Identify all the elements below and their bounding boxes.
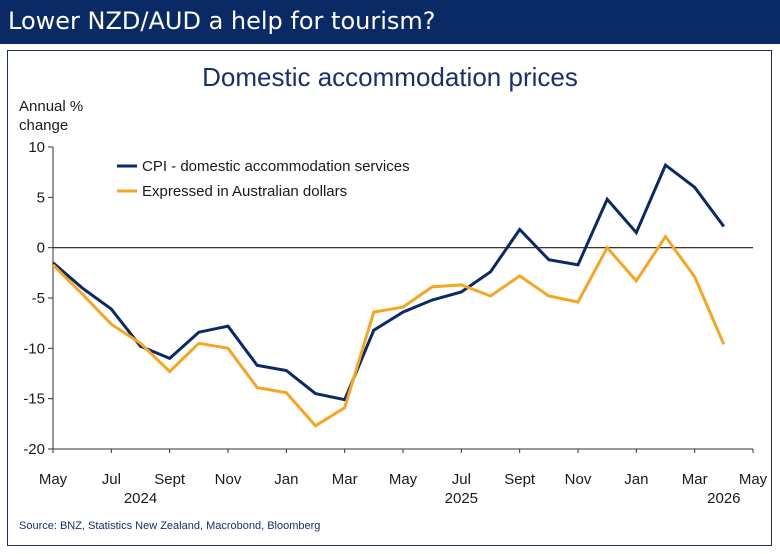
x-tick-label: Sept	[154, 471, 186, 488]
x-year-label: 2025	[445, 490, 478, 507]
y-tick-label: -20	[23, 441, 45, 458]
x-tick-label: May	[39, 471, 68, 488]
x-tick-label: Mar	[332, 471, 358, 488]
chart-title: Domestic accommodation prices	[202, 62, 578, 92]
y-axis-label-line2: change	[19, 117, 68, 134]
x-tick-label: Nov	[565, 471, 592, 488]
x-tick-label: May	[739, 471, 768, 488]
y-tick-label: -5	[32, 290, 45, 307]
x-year-label: 2024	[124, 490, 157, 507]
x-tick-label: May	[389, 471, 418, 488]
legend-label-1: CPI - domestic accommodation services	[142, 158, 410, 175]
y-axis-label-line1: Annual %	[19, 98, 83, 115]
x-tick-label: Nov	[215, 471, 242, 488]
header-title: Lower NZD/AUD a help for tourism?	[8, 7, 436, 35]
series-line-2	[51, 233, 726, 428]
series-line-1	[52, 162, 726, 402]
y-tick-label: -15	[23, 391, 45, 408]
x-tick-label: Sept	[504, 471, 536, 488]
source-note: Source: BNZ, Statistics New Zealand, Mac…	[19, 520, 320, 532]
x-tick-label: Jul	[102, 471, 121, 488]
chart-frame	[7, 50, 772, 546]
y-tick-label: 10	[28, 139, 45, 156]
y-tick-label: -10	[23, 340, 45, 357]
x-tick-label: Jul	[452, 471, 471, 488]
header-banner: Lower NZD/AUD a help for tourism?	[0, 0, 780, 44]
y-tick-label: 5	[37, 189, 45, 206]
y-tick-label: 0	[37, 240, 45, 257]
x-year-label: 2026	[707, 490, 740, 507]
x-tick-label: Jan	[274, 471, 298, 488]
x-tick-label: Mar	[682, 471, 708, 488]
legend-label-2: Expressed in Australian dollars	[142, 183, 347, 200]
x-tick-label: Jan	[624, 471, 648, 488]
